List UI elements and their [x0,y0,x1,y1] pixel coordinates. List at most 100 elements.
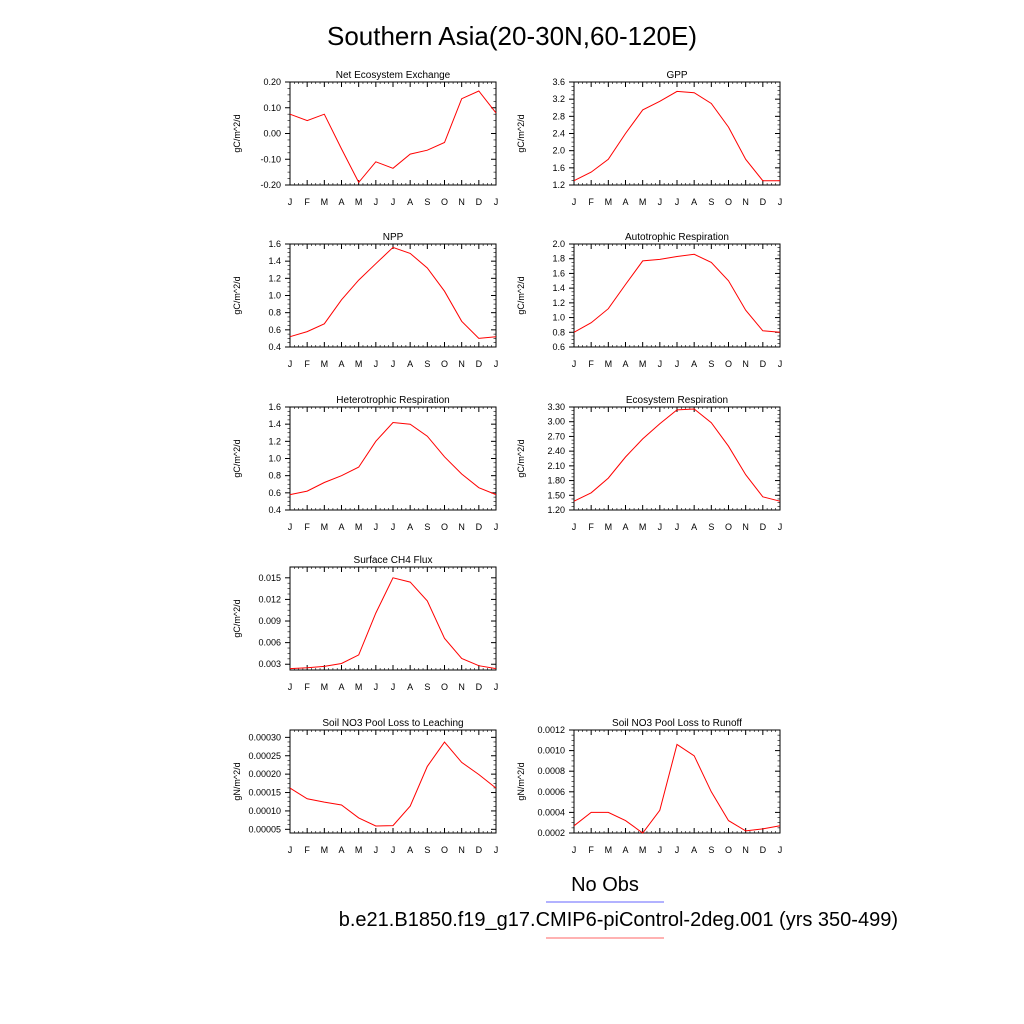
y-tick-label: 0.6 [552,342,565,352]
x-tick-label: A [407,359,413,369]
legend: No Obs b.e21.B1850.f19_g17.CMIP6-piContr… [339,874,898,939]
x-tick-label: J [778,359,783,369]
x-tick-label: N [742,522,749,532]
x-tick-label: J [288,682,293,692]
figure-title: Southern Asia(20-30N,60-120E) [327,21,697,51]
plot-frame [289,729,497,834]
panel-title: GPP [666,70,687,81]
x-tick-label: J [572,359,577,369]
x-tick-label: O [441,359,448,369]
x-tick-label: O [441,682,448,692]
y-axis-label: gC/m^2/d [516,114,526,152]
x-tick-label: O [441,522,448,532]
x-tick-label: D [760,522,767,532]
x-tick-label: F [304,197,310,207]
legend-label-model: b.e21.B1850.f19_g17.CMIP6-piControl-2deg… [339,909,898,931]
x-tick-label: J [288,845,293,855]
x-tick-label: S [424,522,430,532]
y-axis-label: gC/m^2/d [516,439,526,477]
x-tick-label: J [391,682,396,692]
y-tick-label: 2.4 [552,129,565,139]
y-tick-label: 0.0002 [537,828,565,838]
series-line [573,90,780,182]
y-tick-label: 0.0006 [537,787,565,797]
x-tick-label: M [321,682,329,692]
x-tick-label: J [658,522,663,532]
y-axis-label: gC/m^2/d [516,276,526,314]
y-tick-label: 2.0 [552,146,565,156]
x-tick-label: F [588,197,594,207]
x-tick-label: N [458,197,465,207]
x-tick-label: S [424,359,430,369]
x-tick-label: O [725,845,732,855]
y-tick-label: 0.8 [268,471,281,481]
y-axis-label: gN/m^2/d [516,762,526,800]
x-tick-label: S [708,197,714,207]
x-tick-label: M [321,359,329,369]
panel-title: Soil NO3 Pool Loss to Runoff [612,718,742,729]
panel-title: Surface CH4 Flux [354,555,433,566]
y-tick-label: 0.00020 [248,769,281,779]
x-tick-label: N [742,197,749,207]
y-tick-label: 2.40 [547,446,565,456]
legend-label-obs: No Obs [571,874,639,896]
y-tick-label: 2.8 [552,111,565,121]
x-tick-label: M [605,522,613,532]
y-tick-label: 3.00 [547,417,565,427]
x-tick-label: N [458,522,465,532]
y-axis-label: gC/m^2/d [232,599,242,637]
y-tick-label: 0.10 [263,103,281,113]
x-tick-label: J [494,359,499,369]
y-tick-label: 0.00005 [248,824,281,834]
y-tick-label: 0.0004 [537,807,565,817]
x-tick-label: J [288,197,293,207]
x-tick-label: A [407,682,413,692]
x-tick-label: F [588,359,594,369]
x-tick-label: J [494,197,499,207]
y-tick-label: 1.6 [552,163,565,173]
x-tick-label: D [476,197,483,207]
x-tick-label: A [622,359,628,369]
x-tick-label: F [588,522,594,532]
y-tick-label: 2.0 [552,239,565,249]
plot-frame [573,243,781,348]
x-tick-label: A [622,522,628,532]
x-tick-label: S [708,359,714,369]
x-tick-label: S [424,845,430,855]
y-tick-label: 3.30 [547,402,565,412]
x-tick-label: A [622,197,628,207]
x-tick-label: J [675,197,680,207]
y-tick-label: 1.20 [547,505,565,515]
y-tick-label: 0.009 [258,616,281,626]
plot-frame [573,81,781,186]
x-tick-label: M [639,197,647,207]
x-tick-label: J [572,197,577,207]
x-tick-label: F [304,359,310,369]
y-tick-label: 1.4 [268,419,281,429]
x-tick-label: J [374,522,379,532]
x-tick-label: O [725,359,732,369]
y-axis-label: gC/m^2/d [232,114,242,152]
x-tick-label: S [708,845,714,855]
x-tick-label: N [742,845,749,855]
series-line [573,743,781,834]
x-tick-label: D [476,522,483,532]
series-line [573,253,781,333]
y-tick-label: -0.20 [260,180,281,190]
x-tick-label: A [691,197,697,207]
x-tick-label: M [355,682,363,692]
x-tick-label: S [424,682,430,692]
x-tick-label: J [288,522,293,532]
x-tick-label: J [658,359,663,369]
y-tick-label: 0.006 [258,638,281,648]
x-tick-label: J [658,197,663,207]
y-tick-label: 0.012 [258,594,281,604]
series-line [573,408,781,502]
y-tick-label: 1.80 [547,476,565,486]
x-tick-label: M [639,522,647,532]
x-tick-label: O [441,845,448,855]
panel-title: Soil NO3 Pool Loss to Leaching [322,718,463,729]
